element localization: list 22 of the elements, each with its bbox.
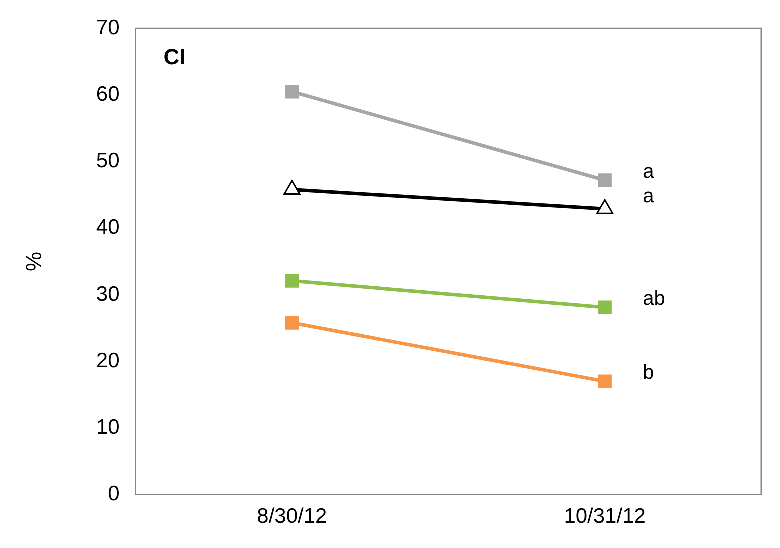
point: [598, 174, 612, 188]
y-tick-label: 20: [96, 349, 120, 372]
annotation: b: [643, 362, 654, 384]
y-tick-label: 60: [96, 82, 120, 106]
point: [598, 300, 612, 315]
y-tick-label: 0: [108, 482, 120, 506]
y-axis-title: %: [21, 252, 46, 272]
x-tick-label: 8/30/12: [257, 505, 328, 528]
annotation: CI: [164, 44, 186, 70]
point: [285, 274, 300, 288]
y-tick-label: 70: [96, 16, 120, 40]
y-tick-label: 30: [96, 282, 120, 306]
annotation: a: [643, 186, 656, 208]
y-tick-label: 10: [96, 416, 120, 439]
annotation: ab: [643, 288, 666, 310]
y-tick-label: 40: [96, 216, 120, 240]
point: [598, 374, 612, 388]
point: [285, 316, 300, 330]
y-tick-label: 50: [96, 150, 120, 173]
point: [285, 85, 300, 99]
annotation: a: [643, 160, 656, 183]
x-tick-label: 10/31/12: [564, 505, 646, 528]
